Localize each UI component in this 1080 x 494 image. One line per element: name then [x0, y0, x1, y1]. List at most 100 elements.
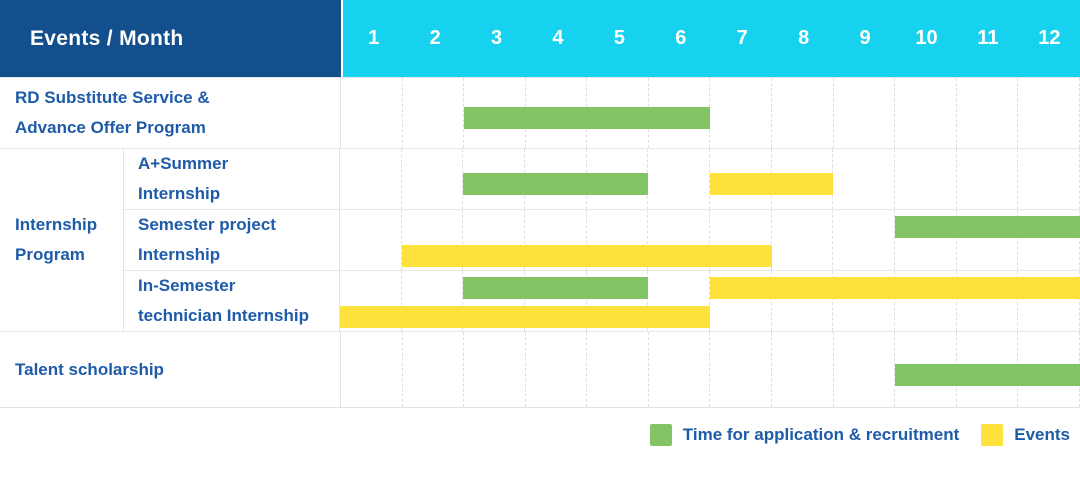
month-column [895, 210, 957, 270]
gantt-group: Internship Program A+Summer Internship Semes… [0, 148, 1080, 331]
month-column [403, 78, 465, 148]
gantt-row: RD Substitute Service & Advance Offer Pro… [0, 77, 1080, 148]
legend-label: Time for application & recruitment [682, 425, 960, 444]
legend-item: Events [981, 424, 1070, 446]
month-column [402, 271, 464, 331]
month-column [710, 332, 773, 407]
month-column [403, 332, 465, 407]
gantt-bar-yellow [340, 306, 710, 328]
month-label: 6 [675, 27, 687, 49]
group-rows: A+Summer Internship Semester project Intern… [124, 149, 1080, 331]
month-label: 10 [915, 27, 938, 49]
gantt-bar-green [895, 216, 1080, 238]
legend-label: Events [1014, 425, 1070, 444]
chart-cell [341, 78, 1080, 148]
row-label-line: A+Summer [138, 154, 229, 173]
month-column [1018, 78, 1080, 148]
month-header: 1 2 3 4 5 6 7 8 9 10 11 12 [343, 0, 1080, 77]
legend: Time for application & recruitment Events [0, 408, 1080, 462]
month-label: 12 [1038, 27, 1061, 49]
month-column [957, 149, 1019, 209]
row-label-line: Advance Offer Program [15, 118, 206, 137]
month-column [895, 271, 957, 331]
gantt-bar-green [463, 173, 649, 195]
month-column [895, 149, 957, 209]
month-column [463, 271, 526, 331]
gantt-row: A+Summer Internship [124, 149, 1080, 209]
row-label: In-Semester technician Internship [124, 271, 340, 331]
chart-cell [341, 332, 1080, 407]
month-column [587, 332, 649, 407]
month-label: 11 [977, 27, 999, 49]
month-column [525, 271, 587, 331]
gantt-table: Events / Month 1 2 3 4 5 6 7 8 9 10 11 12 RD Substi… [0, 0, 1080, 462]
month-column [648, 149, 711, 209]
month-column [772, 78, 834, 148]
row-label-line: Internship [138, 245, 221, 264]
legend-swatch-green [649, 424, 672, 446]
gantt-bar-green [464, 107, 711, 129]
month-column [402, 149, 464, 209]
chart-cell [340, 149, 1080, 209]
month-column [957, 210, 1019, 270]
row-label-line: RD Substitute Service & [15, 88, 210, 107]
month-column [833, 149, 896, 209]
gantt-body: RD Substitute Service & Advance Offer Pro… [0, 77, 1080, 408]
row-label-line: Talent scholarship [15, 359, 164, 379]
month-column [340, 149, 402, 209]
gantt-bar-yellow [710, 173, 834, 195]
month-column [648, 210, 711, 270]
month-column [587, 271, 649, 331]
month-column [587, 210, 649, 270]
row-label: RD Substitute Service & Advance Offer Pro… [0, 78, 341, 148]
gantt-bar-green [895, 363, 1080, 386]
row-label: Talent scholarship [0, 332, 341, 407]
legend-item: Time for application & recruitment [649, 424, 960, 446]
row-label-line: technician Internship [138, 306, 309, 325]
month-column [526, 332, 588, 407]
gantt-row: Talent scholarship [0, 331, 1080, 407]
month-column [895, 78, 957, 148]
row-label-line: In-Semester [138, 276, 236, 295]
month-label: 3 [490, 27, 503, 49]
month-column [341, 78, 403, 148]
page-title: Events / Month [30, 26, 184, 50]
group-label: Internship Program [0, 149, 124, 331]
month-column [833, 210, 896, 270]
month-column [649, 332, 711, 407]
gantt-bar-green [463, 277, 649, 299]
month-label: 8 [798, 27, 810, 49]
chart-cell [340, 271, 1080, 331]
month-column [525, 210, 587, 270]
gantt-row: In-Semester technician Internship [124, 270, 1080, 331]
chart-cell [340, 210, 1080, 270]
month-column [648, 271, 711, 331]
month-label: 1 [368, 27, 380, 49]
month-column [957, 78, 1019, 148]
month-column [772, 271, 834, 331]
month-column [772, 332, 834, 407]
row-label-line: Semester project [138, 215, 276, 234]
row-label-line: Program [15, 245, 85, 264]
header-title-cell: Events / Month [0, 0, 341, 77]
month-column [463, 210, 526, 270]
month-column [402, 210, 464, 270]
month-column [710, 271, 772, 331]
row-label-line: Internship [138, 184, 221, 203]
row-label: Semester project Internship [124, 210, 340, 270]
month-label: 5 [613, 27, 625, 49]
month-column [957, 271, 1019, 331]
legend-swatch-yellow [981, 424, 1004, 446]
month-label: 7 [736, 27, 748, 49]
row-label-line: Internship [15, 215, 98, 234]
gantt-row: Semester project Internship [124, 209, 1080, 270]
month-column [340, 210, 402, 270]
month-column [833, 271, 896, 331]
month-column [834, 78, 896, 148]
month-label: 9 [859, 27, 871, 49]
gantt-bar-yellow [710, 277, 1080, 299]
month-column [710, 210, 772, 270]
table-header: Events / Month 1 2 3 4 5 6 7 8 9 10 11 12 [0, 0, 1080, 77]
month-column [340, 271, 402, 331]
month-column [341, 332, 403, 407]
